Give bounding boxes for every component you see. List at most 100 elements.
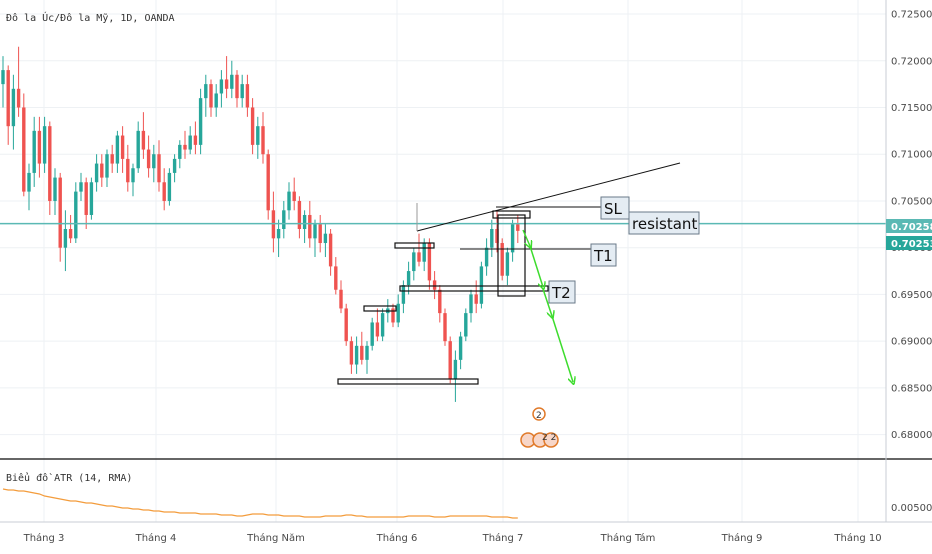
resistant-label-text: resistant bbox=[632, 215, 697, 233]
price-tick-label: 0.71000 bbox=[891, 150, 932, 161]
price-tick-label: 0.71500 bbox=[891, 103, 932, 114]
upper-trendline bbox=[416, 162, 681, 232]
candle-body bbox=[126, 158, 130, 183]
candle-body bbox=[6, 70, 10, 127]
sl-label-text: SL bbox=[604, 200, 623, 218]
time-tick-label: Tháng 7 bbox=[482, 532, 524, 544]
candle-body bbox=[1, 70, 5, 85]
price-tick-label: 0.69000 bbox=[891, 337, 932, 348]
candle-body bbox=[396, 303, 400, 323]
candle-body bbox=[375, 322, 380, 337]
price-tick-label: 0.72000 bbox=[891, 56, 932, 67]
candle-body bbox=[438, 289, 442, 314]
candle-body bbox=[32, 130, 36, 173]
candle-body bbox=[453, 359, 458, 379]
svg-text:2: 2 bbox=[536, 411, 542, 421]
candle-body bbox=[240, 84, 244, 99]
projection-arrow-1 bbox=[522, 229, 530, 246]
price-tick-label: 0.70500 bbox=[891, 196, 932, 207]
candle-body bbox=[68, 229, 73, 239]
atr-line bbox=[2, 488, 518, 519]
candle-body bbox=[219, 79, 224, 94]
box-mid bbox=[363, 305, 397, 312]
candle-body bbox=[308, 214, 312, 239]
candle-body bbox=[27, 172, 31, 192]
svg-text:2 2: 2 2 bbox=[542, 433, 556, 443]
candle-body bbox=[136, 130, 140, 169]
candle-body bbox=[188, 135, 192, 150]
candle-body bbox=[16, 88, 21, 108]
economic-events-icon[interactable]: 2 2 2 bbox=[520, 407, 559, 448]
resistant-label[interactable]: resistant bbox=[628, 211, 700, 235]
candle-body bbox=[344, 308, 348, 342]
candle-body bbox=[89, 182, 94, 215]
candle-body bbox=[469, 294, 473, 314]
candle-body bbox=[412, 252, 416, 272]
time-tick-label: Tháng Năm bbox=[246, 532, 305, 544]
candle-body bbox=[370, 322, 374, 346]
candle-body bbox=[63, 229, 68, 248]
price-tick-label: 0.72500 bbox=[891, 10, 932, 21]
candle-body bbox=[422, 243, 426, 262]
candle-body bbox=[276, 229, 281, 239]
time-tick-label: Tháng 3 bbox=[23, 532, 65, 544]
candle-body bbox=[505, 252, 510, 276]
candle-body bbox=[328, 233, 333, 267]
resistance-box-june bbox=[394, 242, 435, 249]
candle-body bbox=[22, 107, 26, 192]
grid bbox=[0, 0, 886, 522]
candle-body bbox=[198, 98, 203, 145]
t1-label[interactable]: T1 bbox=[590, 243, 617, 267]
candle-body bbox=[360, 345, 364, 360]
candle-body bbox=[230, 74, 234, 89]
candle-body bbox=[193, 135, 198, 145]
candle-body bbox=[141, 130, 146, 150]
candle-body bbox=[443, 313, 447, 342]
breakout-zone-box bbox=[399, 285, 549, 292]
candle-body bbox=[432, 280, 437, 290]
candle-body bbox=[401, 285, 406, 304]
candle-body bbox=[131, 168, 135, 183]
candle-body bbox=[250, 107, 255, 145]
candle-body bbox=[105, 154, 109, 178]
support-box-low bbox=[337, 378, 479, 385]
candle-body bbox=[11, 88, 16, 127]
candle-body bbox=[266, 154, 270, 211]
candle-body bbox=[302, 214, 307, 229]
candle-body bbox=[365, 345, 369, 360]
candle-body bbox=[339, 289, 343, 309]
candle-body bbox=[214, 93, 218, 108]
candle-body bbox=[448, 341, 452, 379]
time-tick-label: Tháng 6 bbox=[376, 532, 418, 544]
candle-body bbox=[146, 149, 151, 169]
candle-body bbox=[37, 130, 42, 164]
sl-label[interactable]: SL bbox=[600, 196, 630, 220]
candle-body bbox=[157, 154, 161, 183]
candle-body bbox=[235, 74, 239, 99]
candle-body bbox=[261, 126, 265, 155]
candle-body bbox=[42, 126, 47, 164]
candle-body bbox=[94, 163, 99, 183]
time-tick-label: Tháng Tám bbox=[600, 532, 656, 544]
candle-body bbox=[58, 177, 62, 248]
range-box bbox=[497, 214, 526, 297]
candle-body bbox=[48, 126, 52, 201]
top-box bbox=[492, 210, 531, 219]
candle-body bbox=[479, 266, 484, 304]
indicator-tick-label: 0.00500 bbox=[891, 503, 932, 514]
projection-arrow-3 bbox=[542, 288, 552, 316]
t1-label-text: T1 bbox=[593, 247, 613, 265]
candle-body bbox=[167, 172, 172, 201]
price-tag-lower: 0.70253 bbox=[886, 236, 932, 250]
t2-label[interactable]: T2 bbox=[548, 280, 576, 304]
candle-body bbox=[380, 313, 385, 337]
t2-label-text: T2 bbox=[551, 284, 571, 302]
candle-body bbox=[510, 224, 515, 253]
candle-body bbox=[406, 271, 411, 286]
candle-body bbox=[183, 144, 187, 150]
time-tick-label: Tháng 9 bbox=[721, 532, 763, 544]
candle-body bbox=[313, 224, 317, 239]
